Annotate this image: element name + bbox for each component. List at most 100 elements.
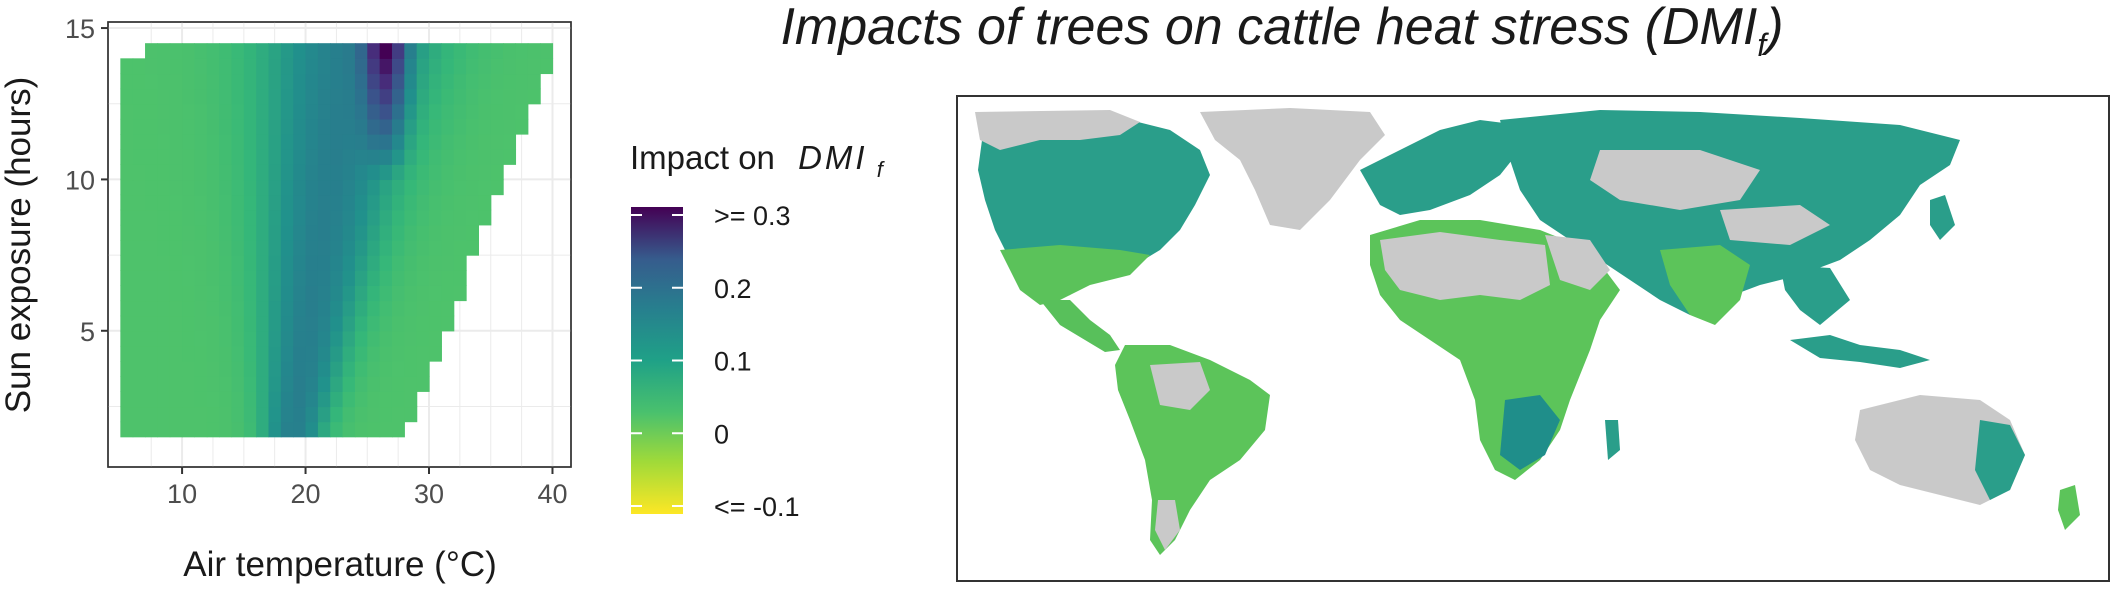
heatmap-cell [416,270,430,286]
region-east-australia [1975,420,2025,500]
heatmap-cell [354,73,368,90]
heatmap-cell [416,361,430,377]
heatmap-cell [145,224,158,241]
heatmap-cell [219,391,233,408]
heatmap-cell [145,118,158,135]
landmass-central-america [1040,300,1120,352]
heatmap-cell [540,58,554,75]
heatmap-cell [293,270,307,286]
heatmap-cell [194,255,208,271]
heatmap-cell [317,361,331,377]
heatmap-cell [466,164,479,181]
heatmap-cell [157,376,171,392]
heatmap-cell [120,239,134,256]
heatmap-cell [280,270,294,286]
heatmap-cell [157,103,171,120]
heatmap-cell [367,391,381,408]
heatmap-cell [219,406,233,423]
heatmap-cell [293,330,307,347]
heatmap-cell [293,300,307,317]
heatmap-cell [379,43,393,59]
heatmap-cell [330,391,344,408]
heatmap-cell [317,149,331,165]
heatmap-cell [256,421,270,438]
heatmap-cell [145,270,158,286]
heatmap-cell [490,43,504,59]
heatmap-cell [206,270,220,286]
heatmap-cell [293,58,307,75]
heatmap-cell [256,391,270,408]
heatmap-cell [256,88,270,105]
heatmap-cell [416,73,430,90]
heatmap-cell [391,239,405,256]
heatmap-cell [404,315,418,332]
heatmap-cell [367,58,381,75]
heatmap-cell [132,149,146,165]
heatmap-cell [280,58,294,75]
heatmap-cell [194,391,208,408]
heatmap-cell [231,421,245,438]
heatmap-cell [379,224,393,241]
heatmap-cell [305,255,319,271]
heatmap-cell [466,103,479,120]
heatmap-cell [404,118,418,135]
heatmap-cell [120,224,134,241]
heatmap-cell [404,179,418,196]
heatmap-cell [466,43,479,59]
heatmap-cell [317,255,331,271]
heatmap-cell [280,118,294,135]
heatmap-cell [268,300,282,317]
heatmap-cell [490,103,504,120]
heatmap-cell [169,376,183,392]
heatmap-cell [305,118,319,135]
heatmap-cell [317,330,331,347]
heatmap-cell [206,300,220,317]
heatmap-cell [132,103,146,120]
heatmap-cell [305,376,319,392]
heatmap-cell [441,118,455,135]
heatmap-cell [293,149,307,165]
heatmap-cell [268,255,282,271]
heatmap-cell [219,164,233,181]
heatmap-cell [503,58,517,75]
heatmap-cell [317,270,331,286]
heatmap-cell [145,300,158,317]
heatmap-cell [268,406,282,423]
heatmap-cell [478,209,492,226]
heatmap-cell [453,285,467,302]
heatmap-frame [107,21,572,468]
heatmap-cell [194,194,208,211]
heatmap-cell [453,224,467,241]
landmass-japan [1930,195,1955,240]
heatmap-cell [429,149,442,165]
heatmap-cell [391,345,405,362]
heatmap-cell [342,164,356,181]
heatmap-cell [367,270,381,286]
heatmap-cell [367,134,381,150]
heatmap-cell [268,118,282,135]
landmass-south-america [1115,345,1270,555]
heatmap-cell [305,300,319,317]
heatmap-cell [330,345,344,362]
heatmap-cell [416,330,430,347]
heatmap-cell [305,315,319,332]
heatmap-cell [182,209,196,226]
heatmap-cell [280,73,294,90]
heatmap-y-ticks: 5 10 15 [65,14,108,347]
heatmap-cell [416,194,430,211]
heatmap-cell [416,103,430,120]
heatmap-cell [453,239,467,256]
x-axis-title: Air temperature (°C) [183,545,497,584]
heatmap-cell [169,255,183,271]
heatmap-cell [206,209,220,226]
heatmap-cell [527,43,541,59]
heatmap-cell [367,376,381,392]
heatmap-cell [268,209,282,226]
heatmap-cell [293,255,307,271]
heatmap-cell [330,164,344,181]
heatmap-cell [256,179,270,196]
heatmap-cell [194,164,208,181]
heatmap-cell [268,43,282,59]
heatmap-cell [404,194,418,211]
heatmap-cell [268,345,282,362]
